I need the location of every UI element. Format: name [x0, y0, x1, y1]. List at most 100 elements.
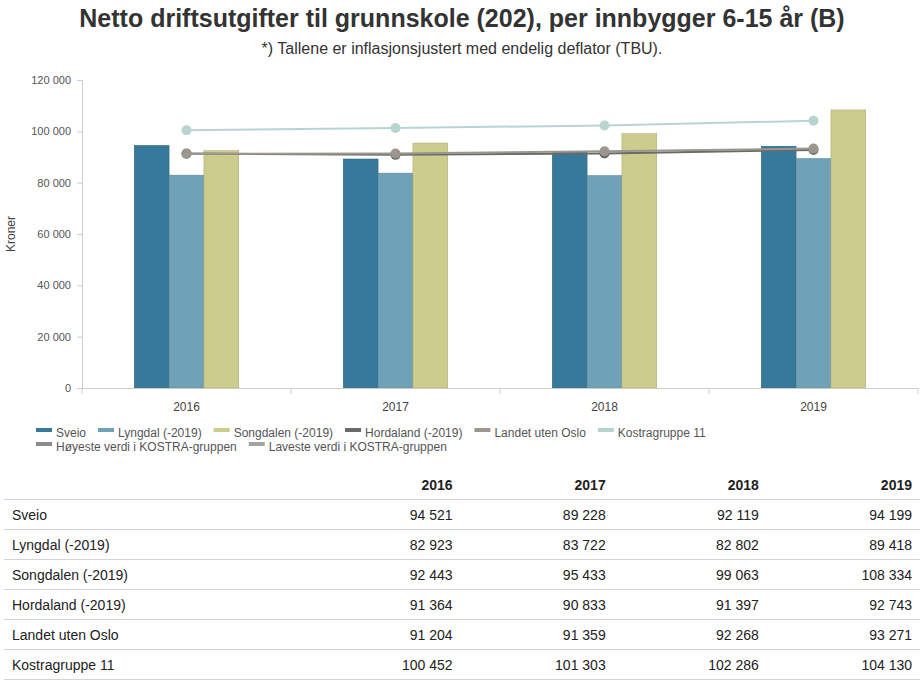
- x-separator: [291, 388, 292, 394]
- x-separators: [82, 388, 918, 394]
- table-cell: 102 286: [614, 650, 767, 680]
- table-row-label: Songdalen (-2019): [4, 560, 307, 590]
- line-marker: [391, 123, 401, 133]
- line-marker: [600, 120, 610, 130]
- bar: [413, 143, 448, 388]
- y-tick-label: 100 000: [31, 125, 71, 137]
- bar: [134, 145, 169, 388]
- legend-item: Lyngdal (-2019): [98, 426, 202, 440]
- data-table: 2016201720182019Sveio94 52189 22892 1199…: [4, 470, 920, 680]
- line: [187, 149, 814, 154]
- legend-swatch: [98, 428, 114, 432]
- legend-label: Laveste verdi i KOSTRA-gruppen: [269, 440, 447, 454]
- plot: 020 00040 00060 00080 000100 000120 0002…: [31, 74, 918, 414]
- x-separator: [500, 388, 501, 394]
- x-separator: [918, 388, 919, 394]
- legend: Sveio Lyngdal (-2019) Songdalen (-2019) Hor…: [36, 426, 706, 454]
- y-tick: 80 000: [37, 177, 82, 189]
- table-corner: [4, 470, 307, 500]
- chart-title: Netto driftsutgifter til grunnskole (202…: [79, 4, 844, 32]
- table-header: 2016201720182019: [4, 470, 920, 500]
- legend-item: Kostragruppe 11: [598, 426, 706, 440]
- legend-label: Hordaland (-2019): [365, 426, 462, 440]
- table-cell: 91 364: [307, 590, 460, 620]
- legend-swatch: [36, 428, 52, 432]
- x-tick-label: 2018: [591, 400, 618, 414]
- table-row: Lyngdal (-2019)82 92383 72282 80289 418: [4, 530, 920, 560]
- legend-item: Høyeste verdi i KOSTRA-gruppen: [36, 440, 237, 454]
- line-marker: [391, 149, 401, 159]
- legend-label: Sveio: [56, 426, 86, 440]
- legend-item: Laveste verdi i KOSTRA-gruppen: [249, 440, 447, 454]
- y-tick-mark: [77, 337, 82, 338]
- y-axis-title: Kroner: [4, 216, 18, 252]
- bar: [169, 175, 204, 388]
- table-cell: 82 802: [614, 530, 767, 560]
- line-series: [182, 144, 819, 159]
- table-cell: 91 359: [461, 620, 614, 650]
- y-axis-line: [77, 81, 83, 389]
- bar: [204, 151, 239, 388]
- y-tick-label: 40 000: [37, 279, 71, 291]
- table-row-label: Sveio: [4, 500, 307, 530]
- table-header-cell: 2018: [614, 470, 767, 500]
- table-header-cell: 2019: [767, 470, 920, 500]
- x-tick: 2017: [382, 388, 409, 414]
- table-row: Landet uten Oslo91 20491 35992 26893 271: [4, 620, 920, 650]
- legend-label: Høyeste verdi i KOSTRA-gruppen: [56, 440, 237, 454]
- table-row-label: Landet uten Oslo: [4, 620, 307, 650]
- legend-swatch: [598, 428, 614, 432]
- table-cell: 92 268: [614, 620, 767, 650]
- y-tick-label: 80 000: [37, 177, 71, 189]
- legend-swatch: [249, 442, 265, 446]
- line-marker: [809, 144, 819, 154]
- table-row: Hordaland (-2019)91 36490 83391 39792 74…: [4, 590, 920, 620]
- table-cell: 95 433: [461, 560, 614, 590]
- legend-item: Landet uten Oslo: [474, 426, 586, 440]
- chart-subtitle: *) Tallene er inflasjonsjustert med ende…: [262, 40, 663, 57]
- table-cell: 91 397: [614, 590, 767, 620]
- bar-series: [169, 158, 831, 388]
- y-tick-mark: [77, 388, 82, 389]
- x-tick-label: 2017: [382, 400, 409, 414]
- legend-swatch: [214, 428, 230, 432]
- legend-label: Songdalen (-2019): [234, 426, 333, 440]
- table-row: Songdalen (-2019)92 44395 43399 063108 3…: [4, 560, 920, 590]
- table-cell: 94 199: [767, 500, 920, 530]
- x-separator: [709, 388, 710, 394]
- line-marker: [182, 125, 192, 135]
- legend-swatch: [345, 428, 361, 432]
- y-tick-label: 20 000: [37, 331, 71, 343]
- table-cell: 93 271: [767, 620, 920, 650]
- table-cell: 89 418: [767, 530, 920, 560]
- x-tick: 2016: [173, 388, 200, 414]
- bar: [343, 159, 378, 388]
- line-marker: [182, 148, 192, 158]
- table-cell: 92 443: [307, 560, 460, 590]
- bar: [831, 110, 866, 388]
- y-tick-mark: [77, 234, 82, 235]
- x-tick: 2018: [591, 388, 618, 414]
- y-tick: 20 000: [37, 331, 82, 343]
- bar: [761, 146, 796, 388]
- legend-swatch: [474, 428, 490, 432]
- line: [187, 121, 814, 130]
- x-tick: 2019: [800, 388, 827, 414]
- y-tick-label: 60 000: [37, 228, 71, 240]
- y-tick-mark: [77, 80, 82, 81]
- x-separator: [82, 388, 83, 394]
- table-cell: 108 334: [767, 560, 920, 590]
- y-tick-mark: [77, 131, 82, 132]
- table-cell: 89 228: [461, 500, 614, 530]
- y-tick-mark: [77, 285, 82, 286]
- table-cell: 91 204: [307, 620, 460, 650]
- table-cell: 82 923: [307, 530, 460, 560]
- y-tick: 100 000: [31, 125, 82, 137]
- table-cell: 99 063: [614, 560, 767, 590]
- y-tick-label: 0: [65, 382, 71, 394]
- bar: [796, 158, 831, 388]
- bar: [622, 134, 657, 388]
- table-cell: 92 743: [767, 590, 920, 620]
- bar: [552, 152, 587, 388]
- table-cell: 104 130: [767, 650, 920, 680]
